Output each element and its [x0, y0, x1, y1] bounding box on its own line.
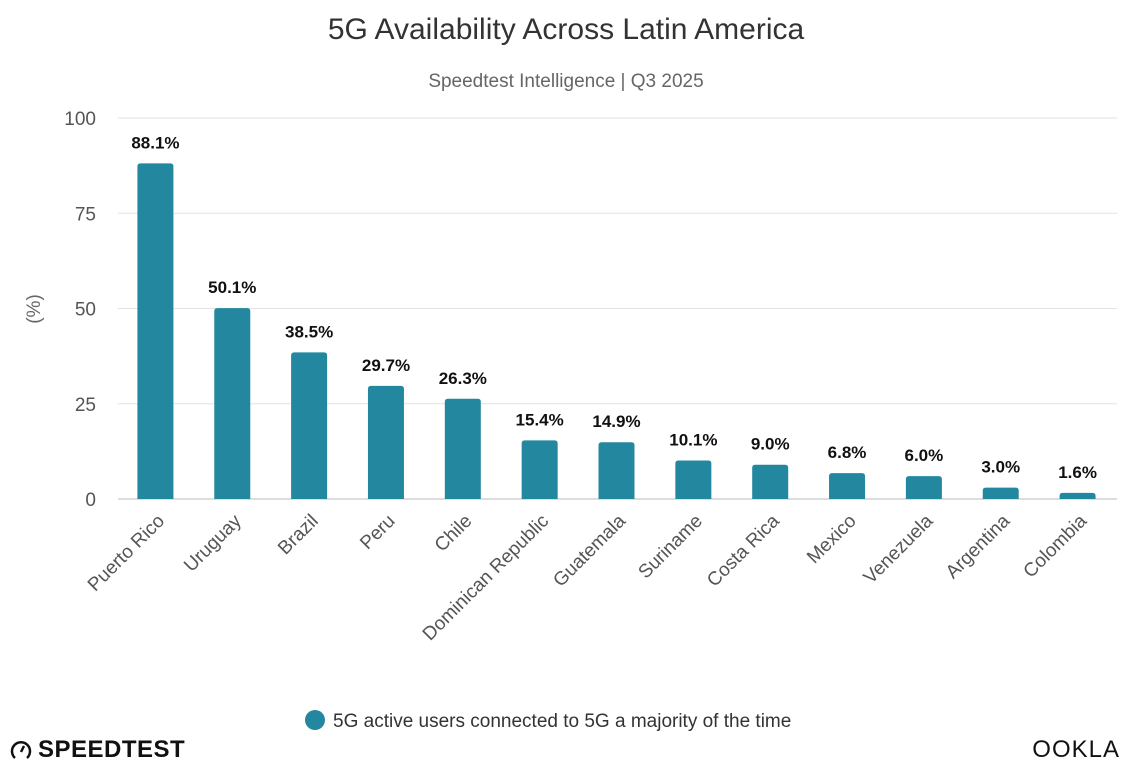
y-tick-label: 100 [64, 109, 96, 130]
bar[interactable] [905, 476, 942, 499]
x-tick-label: Mexico [803, 511, 860, 568]
x-tick-label: Brazil [274, 511, 322, 559]
data-label: 9.0% [751, 435, 790, 454]
bar[interactable] [137, 163, 174, 500]
bar[interactable] [521, 440, 558, 499]
bar[interactable] [1059, 492, 1096, 499]
x-tick-label: Argentina [942, 510, 1015, 583]
x-tick-label: Uruguay [180, 510, 246, 576]
data-label: 15.4% [516, 410, 564, 429]
legend-label[interactable]: 5G active users connected to 5G a majori… [333, 711, 791, 732]
data-label: 10.1% [669, 431, 717, 450]
legend-marker [305, 710, 325, 730]
x-tick-label: Peru [356, 511, 399, 554]
bar[interactable] [752, 464, 789, 499]
data-label: 50.1% [208, 278, 256, 297]
data-label: 29.7% [362, 356, 410, 375]
y-axis-label: (%) [24, 294, 45, 324]
y-tick-label: 0 [85, 490, 96, 511]
bar[interactable] [675, 460, 712, 499]
bar[interactable] [598, 442, 635, 499]
data-label: 3.0% [981, 458, 1020, 477]
speedtest-logo: SPEEDTEST [10, 736, 185, 764]
data-label: 14.9% [592, 412, 640, 431]
ookla-logo: OOKLA [1032, 736, 1120, 763]
data-label: 26.3% [439, 369, 487, 388]
speedometer-icon [10, 741, 32, 759]
chart-title: 5G Availability Across Latin America [328, 13, 805, 46]
x-tick-label: Dominican Republic [419, 511, 553, 645]
y-tick-label: 75 [75, 204, 96, 225]
bar[interactable] [444, 398, 481, 499]
bar[interactable] [829, 473, 866, 499]
data-label: 6.8% [828, 443, 867, 462]
x-tick-label: Guatemala [549, 510, 630, 591]
x-tick-label: Chile [431, 511, 476, 556]
bar[interactable] [291, 352, 328, 499]
chart-subtitle: Speedtest Intelligence | Q3 2025 [428, 71, 703, 92]
bar[interactable] [982, 487, 1019, 499]
data-label: 6.0% [905, 446, 944, 465]
x-tick-label: Costa Rica [703, 510, 784, 591]
bar[interactable] [214, 308, 251, 499]
y-tick-label: 25 [75, 395, 96, 416]
data-label: 88.1% [131, 133, 179, 152]
y-tick-label: 50 [75, 300, 96, 321]
data-label: 38.5% [285, 322, 333, 341]
data-label: 1.6% [1058, 463, 1097, 482]
x-tick-label: Venezuela [860, 510, 938, 588]
x-tick-label: Suriname [635, 511, 707, 583]
bar[interactable] [367, 385, 404, 499]
x-tick-label: Colombia [1020, 510, 1092, 582]
x-tick-label: Puerto Rico [84, 511, 169, 596]
